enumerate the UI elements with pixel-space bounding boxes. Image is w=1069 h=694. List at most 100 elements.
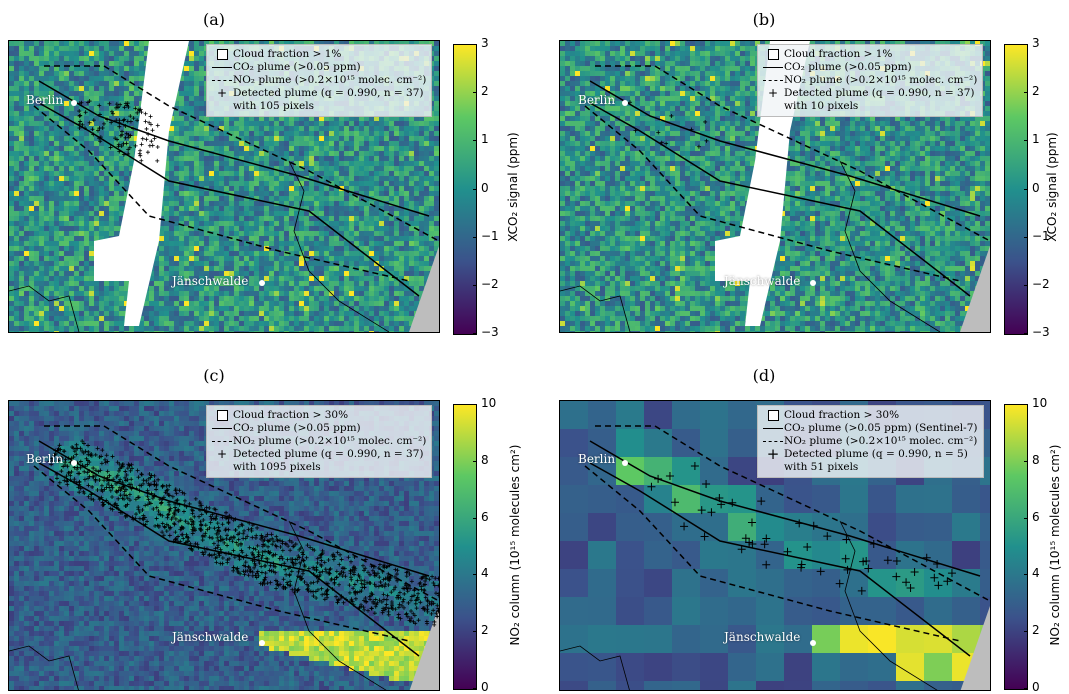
heatmap-cell (19, 331, 25, 332)
heatmap-cell (214, 176, 220, 182)
heatmap-cell (199, 56, 205, 62)
heatmap-cell (214, 306, 220, 312)
heatmap-cell (239, 246, 245, 252)
heatmap-cell (34, 151, 40, 157)
heatmap-cell (434, 46, 439, 52)
heatmap-cell (99, 171, 105, 177)
heatmap-cell (294, 146, 300, 152)
heatmap-cell (194, 56, 200, 62)
heatmap-cell (199, 71, 205, 77)
heatmap-cell (194, 286, 200, 292)
heatmap-cell (49, 126, 55, 132)
heatmap-cell (364, 176, 370, 182)
heatmap-cell (49, 246, 55, 252)
heatmap-cell (79, 56, 85, 62)
heatmap-cell (89, 46, 95, 52)
heatmap-cell (44, 156, 50, 162)
heatmap-cell (24, 91, 30, 97)
heatmap-cell (274, 266, 280, 272)
heatmap-cell (169, 216, 175, 222)
heatmap-cell (59, 101, 65, 107)
heatmap-cell (369, 211, 375, 217)
heatmap-cell (49, 191, 55, 197)
heatmap-cell (19, 136, 25, 142)
heatmap-cell (169, 326, 175, 332)
heatmap-cell (54, 156, 60, 162)
heatmap-cell (84, 311, 90, 317)
heatmap-cell (334, 176, 340, 182)
heatmap-cell (214, 186, 220, 192)
heatmap-cell (19, 156, 25, 162)
heatmap-cell (424, 141, 430, 147)
heatmap-cell (14, 271, 20, 277)
heatmap-cell (374, 146, 380, 152)
heatmap-cell (269, 241, 275, 247)
heatmap-cell (114, 181, 120, 187)
heatmap-cell (239, 161, 245, 167)
heatmap-cell (429, 186, 435, 192)
heatmap-cell (49, 176, 55, 182)
heatmap-cell (394, 186, 400, 192)
heatmap-cell (349, 286, 355, 292)
heatmap-cell (299, 176, 305, 182)
heatmap-cell (269, 146, 275, 152)
heatmap-cell (309, 251, 315, 257)
heatmap-cell (304, 186, 310, 192)
heatmap-cell (94, 221, 100, 227)
heatmap-cell (79, 61, 85, 67)
heatmap-cell (254, 301, 260, 307)
heatmap-cell (274, 191, 280, 197)
heatmap-cell (269, 306, 275, 312)
heatmap-cell (239, 261, 245, 267)
heatmap-cell (19, 221, 25, 227)
heatmap-cell (9, 116, 15, 122)
heatmap-cell (59, 236, 65, 242)
heatmap-cell (244, 271, 250, 277)
heatmap-cell (134, 101, 140, 107)
heatmap-cell (349, 316, 355, 322)
heatmap-cell (264, 311, 270, 317)
heatmap-cell (239, 266, 245, 272)
heatmap-cell (309, 196, 315, 202)
heatmap-cell (394, 291, 400, 297)
heatmap-cell (199, 46, 205, 52)
heatmap-cell (269, 231, 275, 237)
heatmap-cell (169, 291, 175, 297)
heatmap-cell (229, 306, 235, 312)
heatmap-cell (19, 151, 25, 157)
heatmap-cell (24, 101, 30, 107)
heatmap-cell (309, 316, 315, 322)
heatmap-cell (169, 151, 175, 157)
heatmap-cell (349, 276, 355, 282)
heatmap-cell (199, 146, 205, 152)
heatmap-cell (19, 301, 25, 307)
heatmap-cell (394, 241, 400, 247)
heatmap-cell (9, 51, 15, 57)
heatmap-cell (319, 41, 325, 47)
heatmap-cell (419, 166, 425, 172)
heatmap-cell (14, 321, 20, 327)
heatmap-cell (409, 161, 415, 167)
heatmap-cell (104, 161, 110, 167)
heatmap-cell (49, 226, 55, 232)
heatmap-cell (354, 161, 360, 167)
heatmap-cell (384, 276, 390, 282)
heatmap-cell (199, 311, 205, 317)
heatmap-cell (169, 121, 175, 127)
heatmap-cell (359, 131, 365, 137)
heatmap-cell (174, 261, 180, 267)
heatmap-cell (94, 96, 100, 102)
heatmap-cell (229, 316, 235, 322)
heatmap-cell (29, 321, 35, 327)
heatmap-cell (159, 321, 165, 327)
heatmap-cell (49, 131, 55, 137)
heatmap-cell (284, 276, 290, 282)
heatmap-cell (434, 156, 439, 162)
heatmap-cell (264, 316, 270, 322)
heatmap-cell (359, 166, 365, 172)
heatmap-cell (284, 231, 290, 237)
heatmap-cell (99, 81, 105, 87)
heatmap-cell (169, 196, 175, 202)
heatmap-cell (124, 156, 130, 162)
heatmap-cell (19, 226, 25, 232)
